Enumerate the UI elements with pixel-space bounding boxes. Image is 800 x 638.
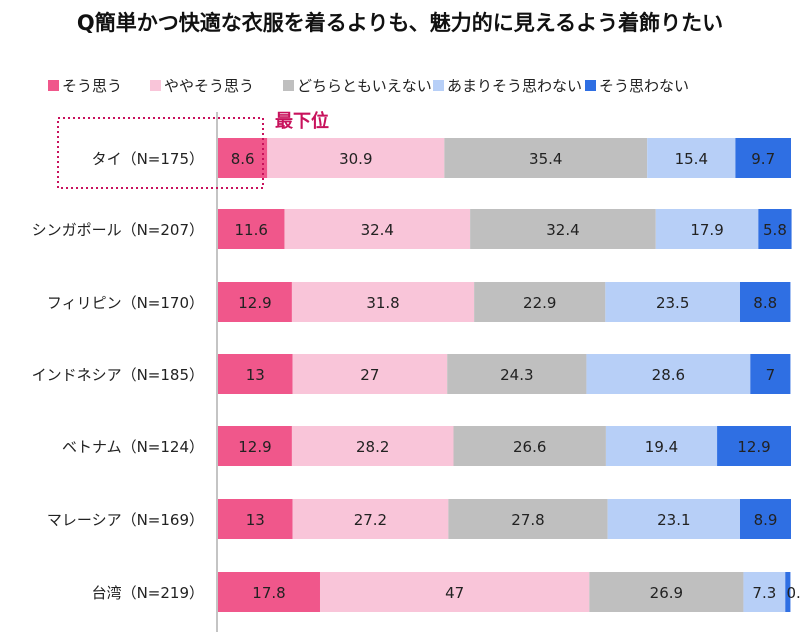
legend-label: そう思わない (599, 77, 689, 95)
legend-label: どちらともいえない (297, 77, 432, 95)
bar-segment (218, 499, 293, 539)
bar-segment (655, 209, 759, 249)
data-label: 32.4 (546, 221, 579, 239)
data-label: 27.8 (511, 511, 544, 529)
category-label: タイ（N=175） (92, 150, 204, 168)
data-label: 8.8 (753, 294, 777, 312)
bar-segment (218, 354, 293, 394)
data-label: 28.2 (356, 438, 389, 456)
data-label: 8.6 (231, 150, 255, 168)
bar-segment (758, 209, 792, 249)
bar-segment (470, 209, 656, 249)
bar-segment (292, 354, 448, 394)
data-label: 7.3 (752, 584, 776, 602)
data-label: 15.4 (675, 150, 708, 168)
category-label: ベトナム（N=124） (62, 438, 204, 456)
bar-segment (267, 138, 445, 178)
data-label: 27 (360, 366, 379, 384)
data-label: 23.5 (656, 294, 689, 312)
legend-swatch (585, 80, 596, 91)
bar-segment (740, 499, 791, 539)
data-label: 12.9 (737, 438, 770, 456)
highlight-box (57, 117, 264, 189)
data-label: 28.6 (652, 366, 685, 384)
category-label: シンガポール（N=207） (32, 221, 204, 239)
bar-segment (218, 209, 285, 249)
bar-segment (785, 572, 791, 612)
data-label: 47 (445, 584, 464, 602)
legend-swatch (283, 80, 294, 91)
data-label: 17.8 (252, 584, 285, 602)
data-label: 12.9 (238, 294, 271, 312)
bar-segment (284, 209, 471, 249)
bar-segment (589, 572, 744, 612)
bar-segment (453, 426, 606, 466)
category-label: マレーシア（N=169） (47, 511, 204, 529)
bar-segment (292, 499, 449, 539)
data-label: 30.9 (339, 150, 372, 168)
bar-segment (607, 499, 741, 539)
data-label: 22.9 (523, 294, 556, 312)
legend-label: そう思う (62, 77, 122, 95)
data-label: 19.4 (645, 438, 678, 456)
bar-segment (444, 138, 648, 178)
category-label: インドネシア（N=185） (32, 366, 204, 384)
bar-segment (447, 354, 587, 394)
bar-segment (605, 426, 718, 466)
data-label: 13 (246, 366, 265, 384)
data-label: 32.4 (361, 221, 394, 239)
data-label: 17.9 (690, 221, 723, 239)
bar-segment (586, 354, 751, 394)
category-label: フィリピン（N=170） (47, 294, 204, 312)
bar-segment (218, 426, 292, 466)
data-label: 26.9 (650, 584, 683, 602)
category-label: 台湾（N=219） (92, 584, 204, 602)
data-label: 31.8 (366, 294, 399, 312)
data-label: 26.6 (513, 438, 546, 456)
data-label: 0.9 (786, 584, 800, 602)
chart-title: Q簡単かつ快適な衣服を着るよりも、魅力的に見えるよう着飾りたい (77, 11, 723, 35)
legend-label: あまりそう思わない (447, 77, 582, 95)
bar-segment (291, 282, 475, 322)
data-label: 7 (766, 366, 776, 384)
bar-segment (218, 572, 320, 612)
bar-segment (291, 426, 454, 466)
legend-swatch (48, 80, 59, 91)
bar-segment (605, 282, 741, 322)
data-label: 8.9 (754, 511, 778, 529)
data-label: 9.7 (751, 150, 775, 168)
annotation-label: 最下位 (275, 110, 329, 132)
legend: そう思う ややそう思う どちらともいえない あまりそう思わない そう思わない (48, 77, 689, 95)
data-label: 35.4 (529, 150, 562, 168)
data-label: 12.9 (238, 438, 271, 456)
data-label: 13 (246, 511, 265, 529)
bar-segment (647, 138, 736, 178)
bar-segment (319, 572, 590, 612)
legend-label: ややそう思う (164, 77, 254, 95)
data-label: 5.8 (763, 221, 787, 239)
legend-swatch (433, 80, 444, 91)
bar-segment (735, 138, 791, 178)
data-label: 23.1 (657, 511, 690, 529)
bar-segment (218, 138, 268, 178)
legend-swatch (150, 80, 161, 91)
bar-segment (474, 282, 606, 322)
bar-segment (717, 426, 791, 466)
data-label: 11.6 (235, 221, 268, 239)
bar-segment (740, 282, 791, 322)
data-label: 27.2 (354, 511, 387, 529)
bar-segment (743, 572, 786, 612)
bar-segment (218, 282, 292, 322)
bar-segment (750, 354, 791, 394)
data-label: 24.3 (500, 366, 533, 384)
bar-segment (448, 499, 608, 539)
